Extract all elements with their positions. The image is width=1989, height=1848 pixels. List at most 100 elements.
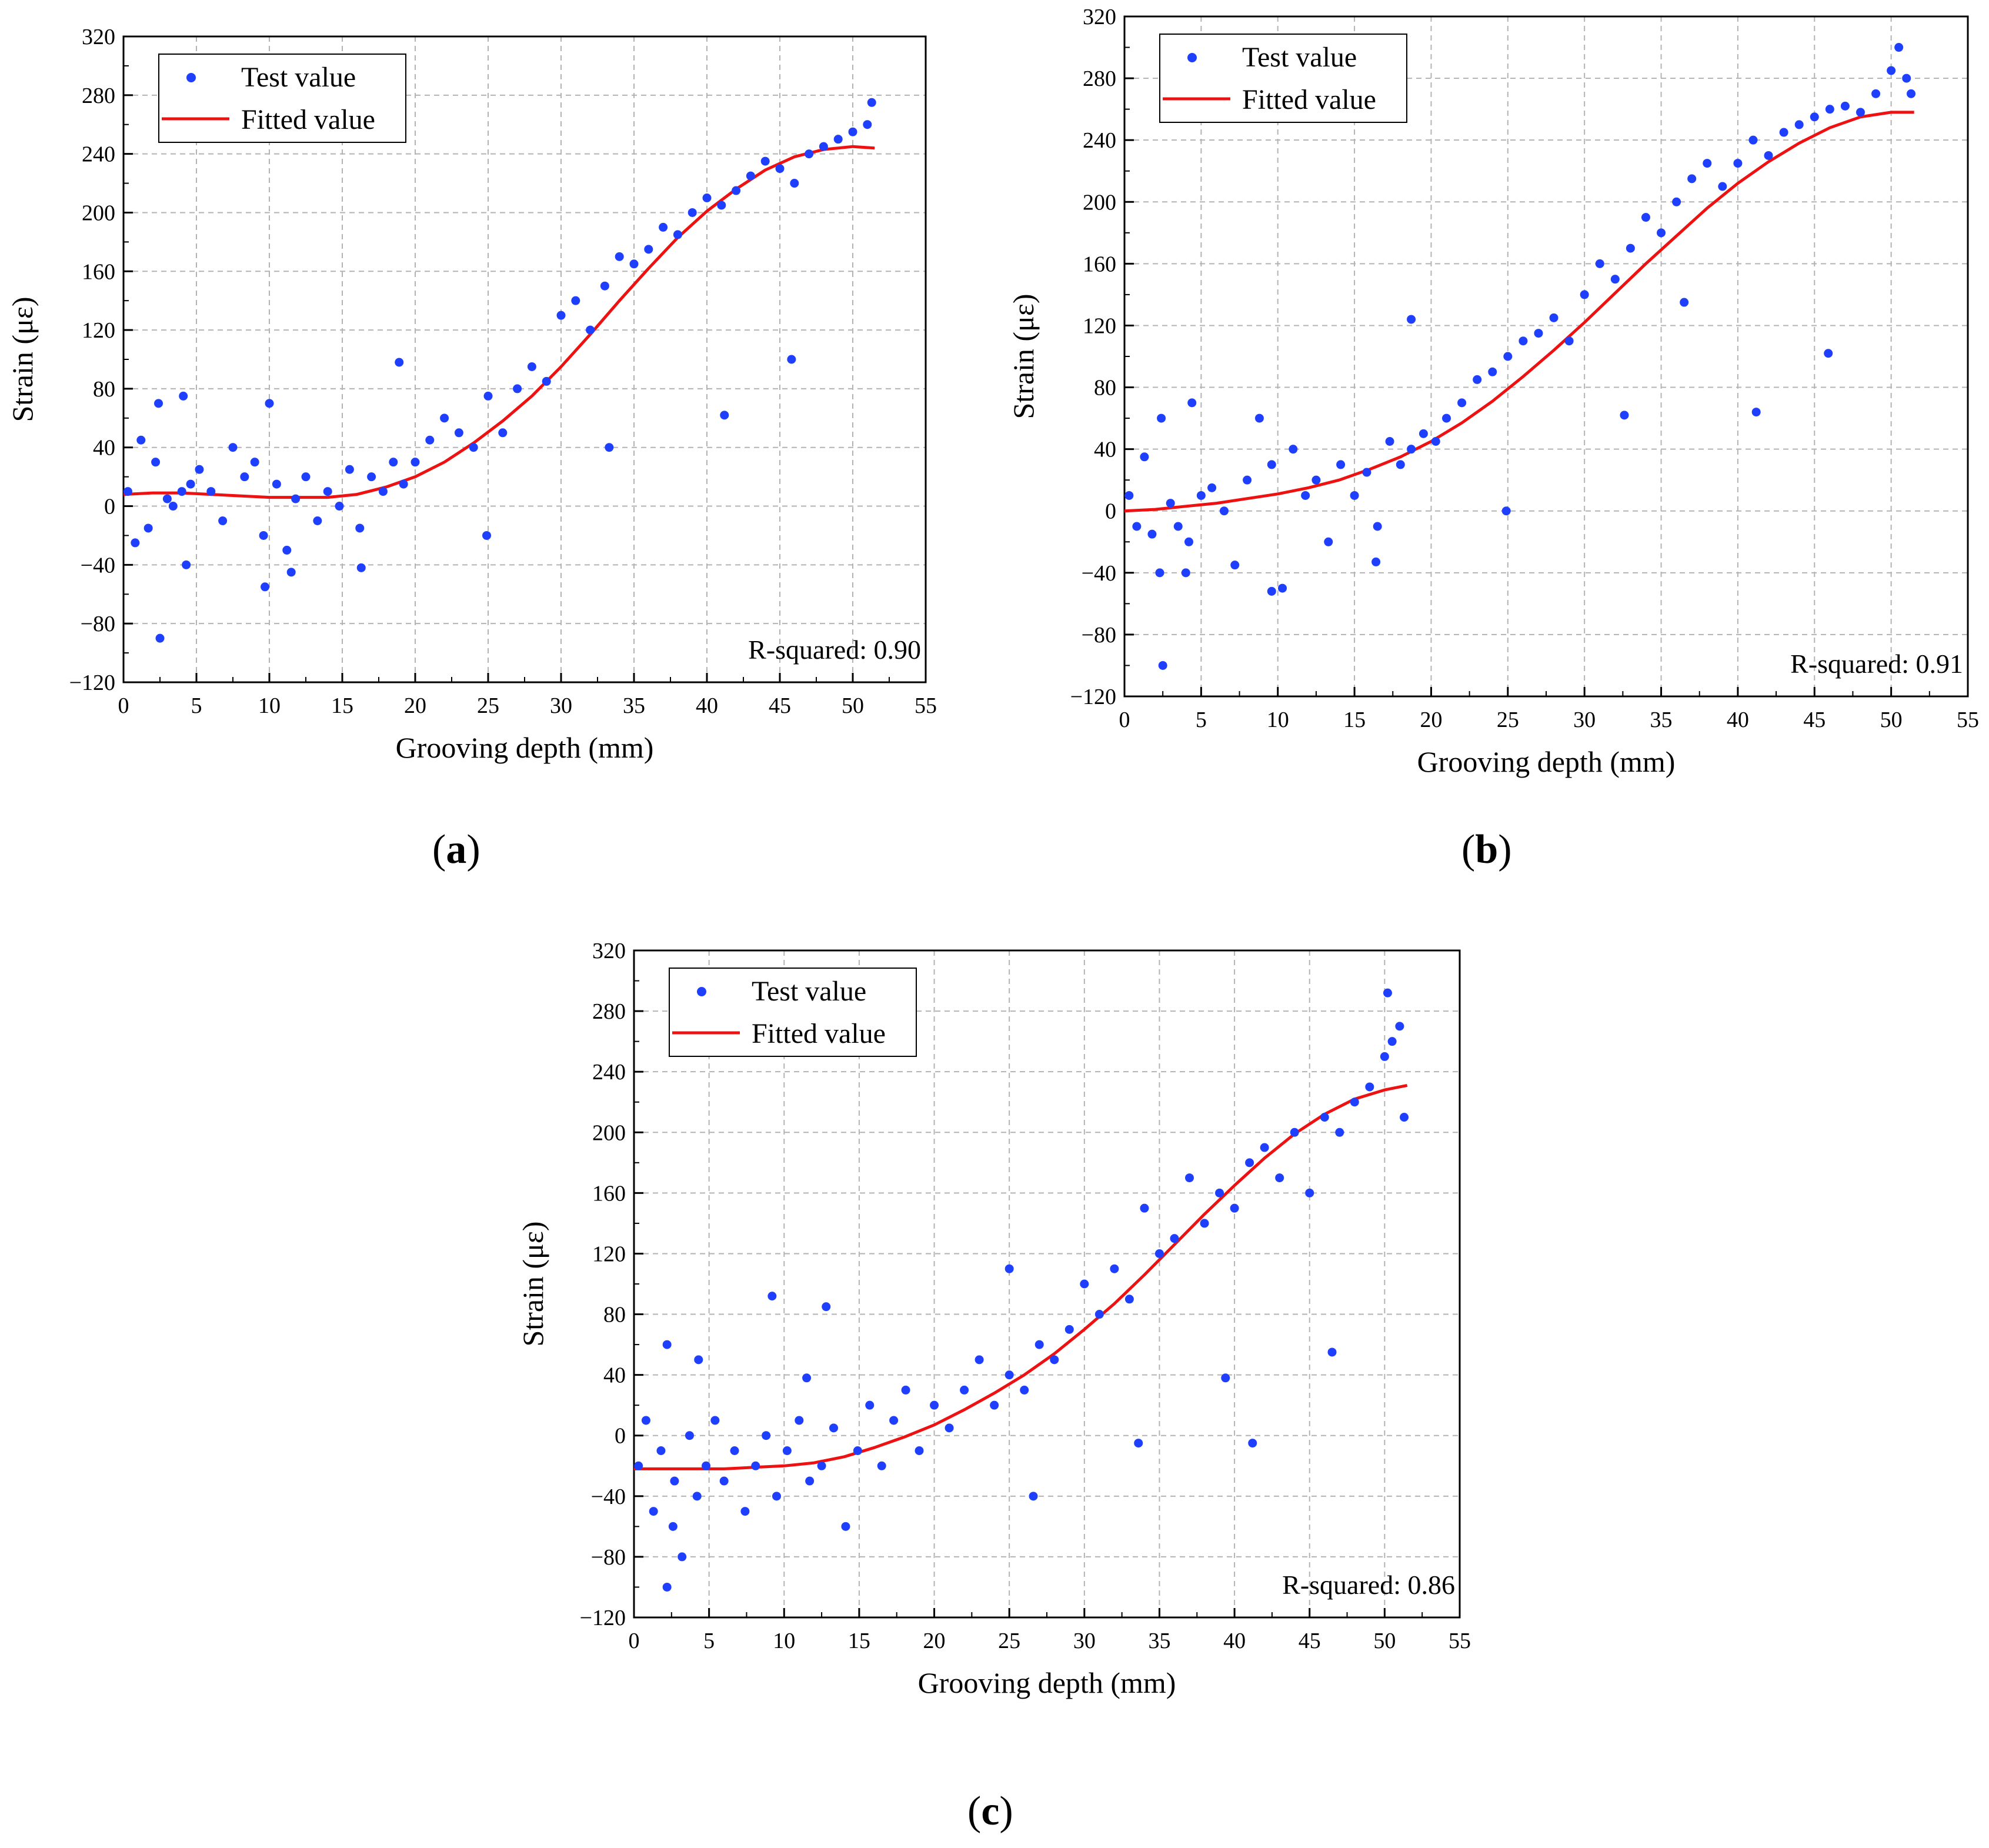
data-point — [323, 487, 332, 496]
data-point — [975, 1355, 984, 1365]
data-point — [1396, 460, 1405, 469]
data-point — [945, 1423, 954, 1433]
data-point — [1278, 583, 1287, 593]
x-tick-label: 0 — [629, 1629, 640, 1653]
data-point — [195, 465, 204, 474]
data-point — [1243, 475, 1252, 485]
data-point — [1301, 491, 1310, 500]
chart-b: 0 5 10 15 20 25 30 35 40 45 50 55 −120 −80 −40 0 40 80 120… — [1007, 5, 1979, 778]
data-point — [1157, 413, 1166, 423]
data-point — [732, 186, 741, 195]
x-tick-label: 20 — [923, 1629, 946, 1653]
x-tick-label: 30 — [550, 693, 572, 718]
data-point — [440, 413, 449, 423]
x-tick-label: 40 — [1223, 1629, 1246, 1653]
data-point — [1170, 1234, 1179, 1243]
data-point — [1004, 1370, 1014, 1380]
data-point — [1400, 1113, 1409, 1122]
x-tick-label: 15 — [331, 693, 353, 718]
data-point — [1134, 1439, 1143, 1448]
data-point — [600, 281, 609, 291]
x-tick-label: 25 — [1497, 708, 1519, 732]
data-point — [301, 472, 311, 482]
data-point — [678, 1552, 687, 1562]
data-point — [291, 494, 301, 503]
data-point — [1181, 568, 1190, 578]
y-tick-label: −80 — [81, 612, 115, 636]
r-squared-annotation: R-squared: 0.91 — [1790, 649, 1963, 679]
data-point — [644, 245, 653, 254]
y-tick-label: 280 — [82, 84, 115, 108]
data-point — [901, 1385, 910, 1395]
legend-marker-test — [697, 987, 706, 996]
y-tick-label: −40 — [81, 553, 115, 578]
legend-label-test: Test value — [1242, 42, 1357, 73]
data-point — [1207, 483, 1217, 492]
data-point — [1034, 1340, 1044, 1349]
data-point — [1657, 228, 1666, 238]
x-tick-label: 45 — [1299, 1629, 1321, 1653]
legend-marker-test — [186, 73, 196, 82]
y-tick-label: 0 — [104, 495, 115, 519]
y-tick-label: 240 — [1083, 128, 1116, 153]
data-point — [782, 1446, 792, 1455]
data-point — [482, 531, 492, 540]
data-point — [1641, 213, 1650, 222]
x-tick-label: 0 — [118, 693, 129, 718]
x-tick-label: 35 — [1148, 1629, 1170, 1653]
data-point — [746, 171, 755, 181]
data-point — [802, 1373, 812, 1383]
x-tick-label: 50 — [1373, 1629, 1396, 1653]
data-point — [717, 201, 726, 210]
y-tick-label: 320 — [1083, 5, 1116, 29]
r-squared-annotation: R-squared: 0.90 — [748, 635, 921, 665]
data-point — [863, 120, 872, 129]
data-point — [1200, 1219, 1209, 1228]
data-point — [1335, 1128, 1344, 1137]
data-point — [218, 516, 228, 525]
data-point — [1907, 89, 1916, 98]
data-point — [1110, 1264, 1119, 1273]
y-tick-label: 320 — [82, 25, 115, 49]
data-point — [790, 179, 799, 188]
y-tick-label: 0 — [615, 1424, 626, 1449]
data-point — [787, 355, 796, 364]
data-point — [286, 568, 296, 577]
data-point — [1431, 437, 1440, 446]
data-point — [1254, 413, 1264, 423]
x-tick-label: 50 — [842, 693, 864, 718]
data-point — [795, 1416, 804, 1425]
data-point — [1124, 1295, 1134, 1304]
data-point — [1336, 460, 1346, 469]
x-tick-label: 15 — [1343, 708, 1366, 732]
x-tick-label: 10 — [1267, 708, 1289, 732]
y-tick-label: 120 — [1083, 313, 1116, 338]
data-point — [877, 1461, 886, 1470]
data-point — [1380, 1052, 1389, 1061]
x-tick-label: 30 — [1073, 1629, 1096, 1653]
data-point — [313, 516, 322, 525]
x-tick-label: 25 — [477, 693, 499, 718]
data-point — [1580, 290, 1589, 299]
data-point — [1687, 174, 1697, 184]
y-tick-label: 200 — [1083, 190, 1116, 215]
data-point — [265, 399, 274, 408]
data-point — [367, 472, 376, 482]
data-point — [605, 443, 614, 452]
data-point — [990, 1400, 999, 1410]
data-point — [1626, 243, 1635, 253]
data-point — [356, 563, 366, 572]
data-point — [1094, 1310, 1104, 1319]
data-point — [668, 1522, 678, 1531]
x-axis-title: Grooving depth (mm) — [918, 1666, 1176, 1699]
x-tick-label: 5 — [191, 693, 202, 718]
data-point — [1610, 275, 1620, 284]
data-point — [760, 156, 770, 166]
data-point — [1824, 349, 1833, 358]
data-point — [498, 428, 508, 438]
data-point — [751, 1461, 760, 1470]
data-point — [1748, 135, 1758, 145]
data-point — [1132, 522, 1142, 531]
data-point — [960, 1385, 969, 1395]
data-point — [649, 1507, 658, 1516]
